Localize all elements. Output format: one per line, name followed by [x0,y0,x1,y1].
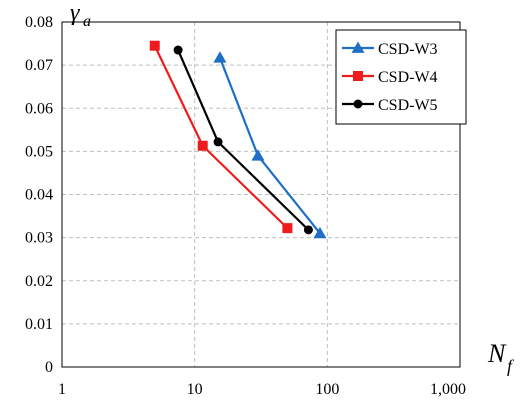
tick-labels: 0 0.01 0.02 0.03 0.04 0.05 0.06 0.07 0.08 1 10 100 1… [25,14,466,398]
data-point [197,140,208,151]
x-axis-title: N [487,339,507,368]
series-csd-w4 [149,40,293,234]
legend-label: CSD-W4 [378,69,438,86]
legend-item: CSD-W5 [342,97,438,114]
x-tick-label: 1,000 [430,381,466,398]
legend-marker [353,71,363,81]
axis-titles: γ a N f [70,0,515,376]
y-tick-label: 0 [45,359,53,376]
legend-item: CSD-W4 [342,69,438,86]
legend-label: CSD-W3 [378,41,438,58]
data-point [303,225,313,235]
legend-label: CSD-W5 [378,97,438,114]
legend: CSD-W3 CSD-W4 CSD-W5 [335,29,467,125]
y-tick-label: 0.03 [25,230,53,247]
x-axis-title-subscript: f [507,356,515,376]
data-point [213,137,223,147]
data-point [313,226,327,239]
legend-item: CSD-W3 [342,41,438,58]
y-tick-label: 0.04 [25,187,53,204]
x-tick-label: 1 [58,381,66,398]
legend-marker [351,41,365,53]
y-tick-label: 0.02 [25,273,53,290]
y-tick-label: 0.05 [25,143,53,160]
data-point [251,149,265,161]
data-point [149,40,160,51]
series-line [218,57,321,234]
y-tick-label: 0.06 [25,100,53,117]
plot-area-frame [61,21,461,368]
series-line [177,49,310,231]
data-point [213,51,227,63]
y-axis-title: γ [70,0,80,26]
x-tick-label: 10 [187,381,203,398]
legend-marker [353,99,363,109]
y-tick-label: 0.01 [25,316,53,333]
data-point [173,45,183,55]
data-point [282,223,293,234]
y-tick-label: 0.07 [25,57,53,74]
series-csd-w5 [173,45,313,235]
series-csd-w3 [213,51,327,239]
series-line [153,45,289,229]
x-tick-label: 100 [315,381,339,398]
grid-lines [62,22,460,367]
y-tick-label: 0.08 [25,14,53,31]
y-axis-title-subscript: a [83,13,91,30]
data-series [149,40,327,239]
